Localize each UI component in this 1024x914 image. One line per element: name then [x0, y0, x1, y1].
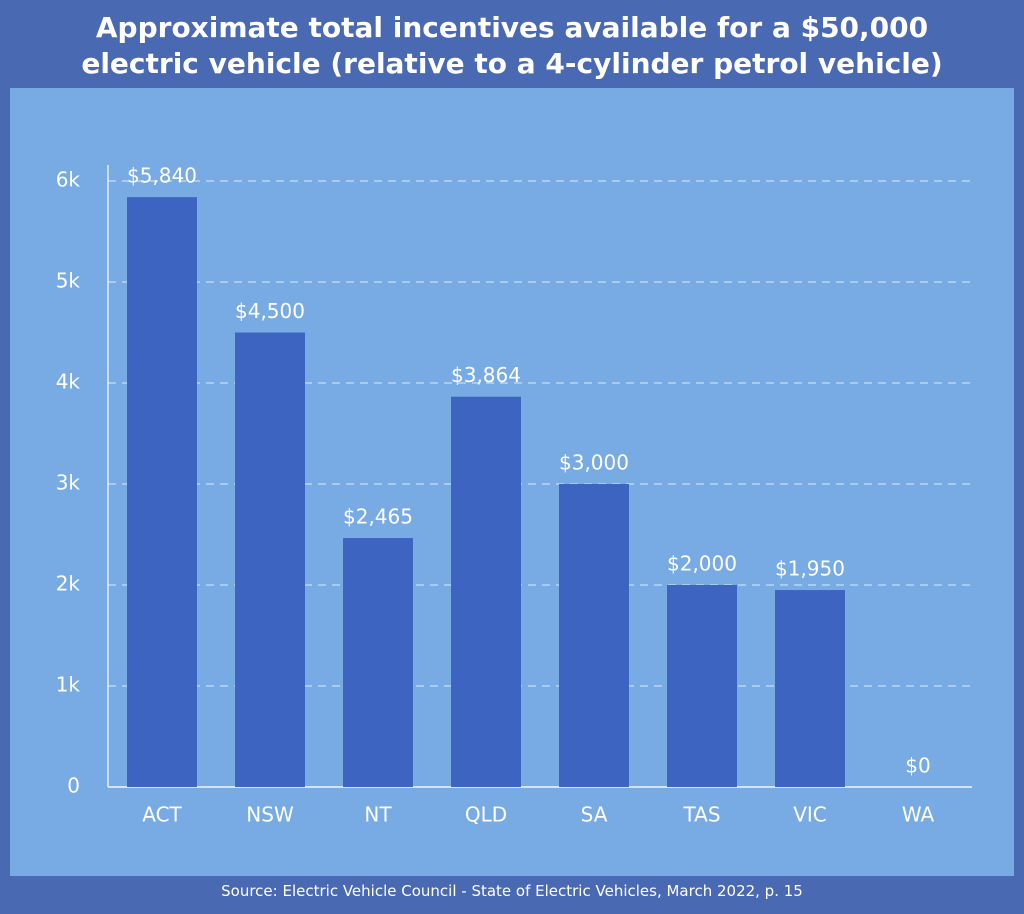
value-label: $1,950	[775, 557, 845, 581]
y-tick-label: 5k	[56, 269, 81, 293]
value-label: $2,000	[667, 552, 737, 576]
bar	[235, 332, 305, 787]
bar	[451, 396, 521, 787]
y-tick-label: 6k	[56, 168, 81, 192]
x-tick-label: VIC	[793, 803, 827, 827]
y-tick-label: 0	[67, 774, 80, 798]
x-tick-label: NSW	[246, 803, 294, 827]
value-label: $2,465	[343, 505, 413, 529]
bar	[559, 484, 629, 787]
x-tick-label: TAS	[682, 803, 720, 827]
source-note: Source: Electric Vehicle Council - State…	[221, 882, 803, 900]
y-tick-label: 3k	[56, 471, 81, 495]
x-tick-label: SA	[581, 803, 608, 827]
x-tick-label: ACT	[142, 803, 182, 827]
x-tick-label: QLD	[465, 803, 507, 827]
y-tick-label: 4k	[56, 370, 81, 394]
x-tick-label: WA	[902, 803, 935, 827]
y-tick-label: 1k	[56, 673, 81, 697]
value-label: $5,840	[127, 164, 197, 188]
x-tick-label: NT	[364, 803, 392, 827]
value-label: $3,864	[451, 363, 521, 387]
y-tick-label: 2k	[56, 572, 81, 596]
value-label: $3,000	[559, 451, 629, 475]
bar	[127, 197, 197, 787]
value-label: $4,500	[235, 299, 305, 323]
value-label: $0	[905, 754, 930, 778]
chart-title: Approximate total incentives available f…	[81, 11, 943, 80]
bar	[343, 538, 413, 787]
bar	[667, 585, 737, 787]
bar	[775, 590, 845, 787]
